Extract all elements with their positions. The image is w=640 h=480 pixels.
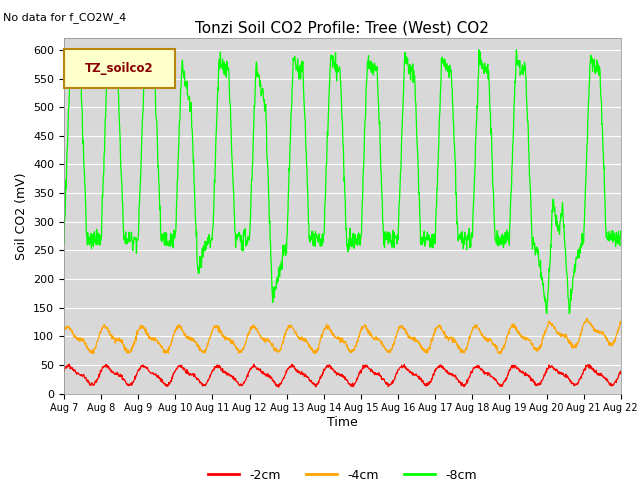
-4cm <box>308 346 316 351</box>
-2cm <box>104 365 111 371</box>
-4cm <box>60 326 68 332</box>
Title: Tonzi Soil CO2 Profile: Tree (West) CO2: Tonzi Soil CO2 Profile: Tree (West) CO2 <box>195 21 490 36</box>
-8cm <box>103 78 111 84</box>
-2cm <box>126 381 134 387</box>
-8cm <box>318 231 326 237</box>
Line: -4cm: -4cm <box>64 318 621 353</box>
-8cm <box>126 238 134 243</box>
-4cm <box>583 315 591 321</box>
Line: -2cm: -2cm <box>64 364 621 387</box>
-8cm <box>60 241 68 247</box>
Text: No data for f_CO2W_4: No data for f_CO2W_4 <box>3 12 127 23</box>
Y-axis label: Soil CO2 (mV): Soil CO2 (mV) <box>15 172 28 260</box>
-2cm <box>378 377 385 383</box>
-4cm <box>318 332 326 337</box>
-4cm <box>88 350 96 356</box>
X-axis label: Time: Time <box>327 416 358 429</box>
-2cm <box>65 361 73 367</box>
-8cm <box>543 311 550 316</box>
-4cm <box>126 349 134 355</box>
-2cm <box>308 381 316 386</box>
Text: TZ_soilco2: TZ_soilco2 <box>85 62 154 75</box>
-2cm <box>319 372 326 377</box>
-2cm <box>617 368 625 374</box>
-8cm <box>104 47 111 53</box>
-8cm <box>378 170 385 176</box>
-4cm <box>104 325 111 331</box>
-2cm <box>297 371 305 376</box>
-2cm <box>60 368 68 374</box>
Line: -8cm: -8cm <box>64 50 621 313</box>
-8cm <box>308 228 316 234</box>
-4cm <box>617 321 625 326</box>
FancyBboxPatch shape <box>64 49 175 88</box>
-8cm <box>297 76 305 82</box>
-4cm <box>378 341 385 347</box>
-4cm <box>297 337 305 343</box>
-2cm <box>275 384 282 390</box>
-8cm <box>617 228 625 234</box>
Legend: -2cm, -4cm, -8cm: -2cm, -4cm, -8cm <box>204 464 481 480</box>
